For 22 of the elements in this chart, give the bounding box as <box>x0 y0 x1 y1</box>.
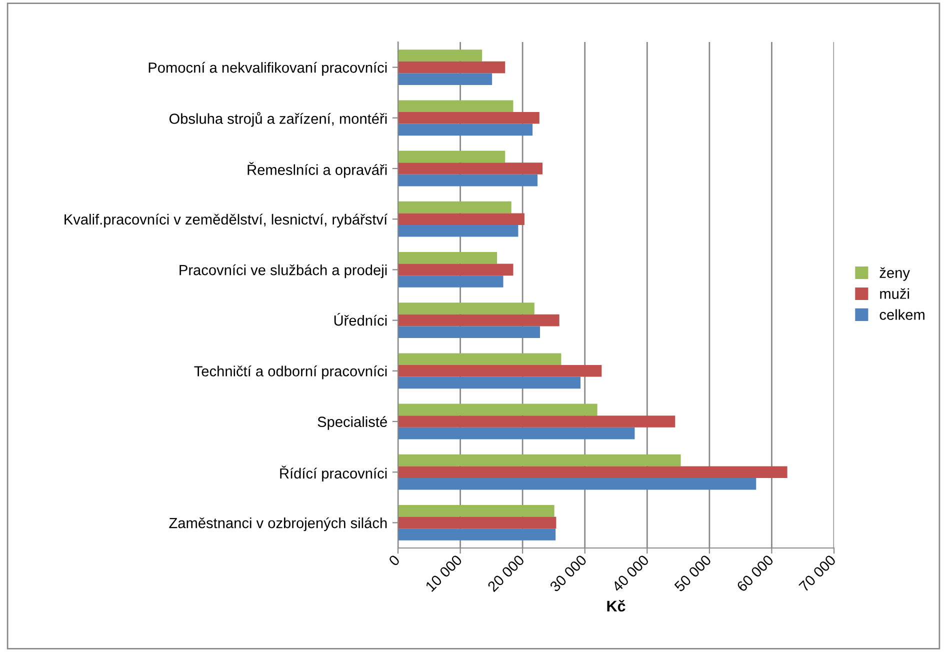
x-tick-label: 0 <box>388 554 400 567</box>
y-tick-label: Obsluha strojů a zařízení, montéři <box>169 112 387 127</box>
x-axis-title: Kč <box>607 600 626 612</box>
x-tick-label: 30 000 <box>549 554 588 592</box>
legend-label: celkem <box>880 309 924 320</box>
y-tick-label: Úředníci <box>334 312 387 326</box>
y-tick-label: Řemeslníci a opraváři <box>248 162 387 178</box>
legend-label: muži <box>880 288 909 299</box>
x-tick-label: 50 000 <box>674 554 712 592</box>
legend-label: ženy <box>880 267 910 281</box>
y-tick-label: Specialisté <box>318 416 387 430</box>
y-tick-label: Pomocní a nekvalifikovaní pracovníci <box>148 62 387 76</box>
y-tick-label: Pracovníci ve službách a prodeji <box>180 264 387 278</box>
y-tick-label: Techničtí a odborní pracovníci <box>194 366 387 380</box>
y-tick-label: Zaměstnanci v ozbrojených silách <box>169 517 387 532</box>
x-tick-label: 60 000 <box>736 554 774 592</box>
y-tick-label: Řídící pracovníci <box>280 466 387 482</box>
x-tick-label: 20 000 <box>487 554 525 592</box>
x-tick-label: 70 000 <box>798 554 836 592</box>
x-tick-label: 40 000 <box>611 554 650 592</box>
x-tick-label: 10 000 <box>425 554 463 592</box>
y-tick-label: Kvalif.pracovníci v zemědělství, lesnictví, rybářství <box>64 214 388 228</box>
